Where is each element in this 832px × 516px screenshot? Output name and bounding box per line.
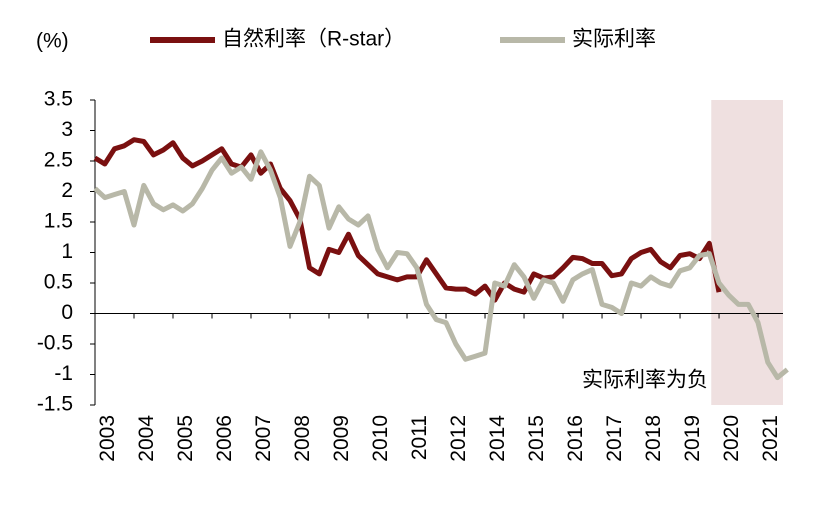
x-tick-label: 2018 <box>642 415 665 462</box>
x-tick-label: 2014 <box>486 415 509 462</box>
legend-label: 实际利率 <box>572 28 656 51</box>
series-line <box>93 137 722 303</box>
y-tick-label: 3.5 <box>44 88 73 111</box>
x-tick-label: 2012 <box>447 415 470 462</box>
x-tick-label: 2011 <box>408 415 431 460</box>
x-tick-label: 2008 <box>291 415 314 462</box>
x-tick-label: 2020 <box>720 415 743 462</box>
y-tick-label: -1.5 <box>37 393 73 416</box>
y-tick-label: 3 <box>61 118 73 141</box>
x-tick-label: 2003 <box>96 415 119 462</box>
x-tick-label: 2017 <box>603 415 626 462</box>
x-tick-label: 2004 <box>135 415 158 462</box>
x-tick-label: 2006 <box>213 415 236 462</box>
x-tick-label: 2019 <box>681 415 704 462</box>
annotation: 实际利率为负 <box>582 369 708 392</box>
shaded-region <box>711 100 783 405</box>
unit-label: (%) <box>36 30 69 53</box>
x-tick-label: 2007 <box>252 415 275 462</box>
y-tick-label: -0.5 <box>37 332 73 355</box>
y-tick-label: 0.5 <box>44 271 73 294</box>
x-tick-label: 2015 <box>525 415 548 462</box>
y-tick-label: 2 <box>61 179 73 202</box>
x-tick-label: 2009 <box>330 415 353 462</box>
y-tick-label: 1 <box>61 240 73 263</box>
x-tick-label: 2021 <box>759 415 782 462</box>
y-tick-label: 0 <box>61 301 73 324</box>
y-tick-label: -1 <box>54 362 73 385</box>
x-tick-label: 2005 <box>174 415 197 462</box>
x-tick-label: 2010 <box>369 415 392 462</box>
x-tick-label: 2016 <box>564 415 587 462</box>
y-tick-label: 1.5 <box>44 210 73 233</box>
legend-label: 自然利率（R-star） <box>222 28 405 51</box>
y-tick-label: 2.5 <box>44 149 73 172</box>
series-line <box>93 149 789 381</box>
